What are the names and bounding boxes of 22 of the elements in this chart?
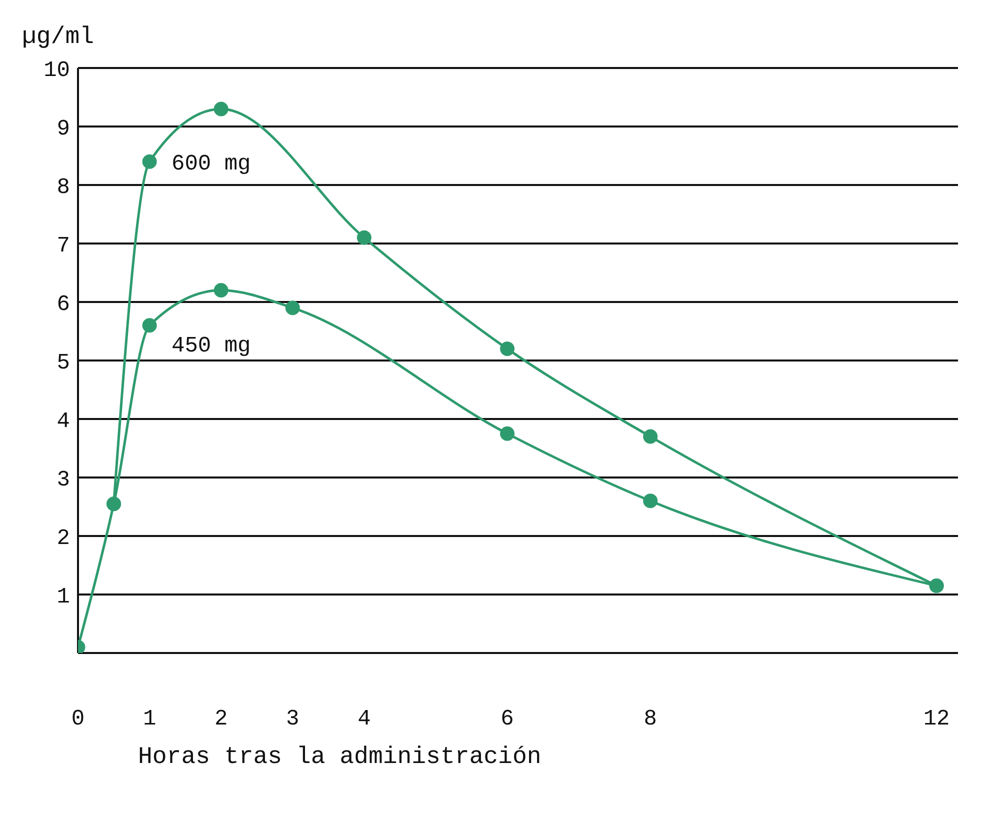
x-tick-label: 12 [923,706,950,732]
x-tick-label: 6 [500,706,514,732]
y-tick-label: 10 [44,58,70,83]
y-tick-label: 7 [56,233,70,258]
y-tick-label: 3 [56,467,70,492]
x-tick-label: 3 [286,706,300,732]
y-tick-label: 8 [56,174,70,200]
x-tick-label: 1 [142,706,156,732]
series-label: 600 mg [172,152,251,177]
y-tick-label: 2 [56,526,70,551]
y-tick-label: 1 [56,584,70,610]
y-tick-label: 4 [56,408,70,434]
y-axis-title: µg/ml [22,24,94,51]
y-tick-label: 6 [56,292,70,317]
x-axis-title: Horas tras la administración [138,744,542,771]
x-tick-label: 8 [644,706,657,732]
y-tick-label: 9 [56,116,70,142]
x-tick-label: 4 [358,706,371,732]
y-tick-label: 5 [56,350,70,376]
x-tick-label: 0 [71,706,85,732]
x-tick-label: 2 [214,706,228,732]
series-label: 450 mg [172,333,251,358]
